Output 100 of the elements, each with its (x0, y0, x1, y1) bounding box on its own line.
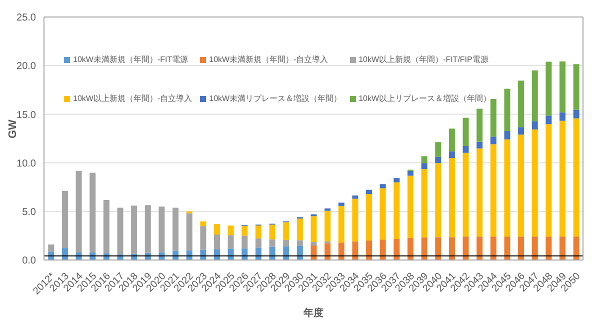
legend-label: 10kW未満リプレース＆増設（年間） (209, 93, 342, 104)
bar (504, 131, 510, 140)
bar (476, 142, 483, 148)
bar (158, 206, 165, 252)
bar (228, 225, 234, 236)
y-tick-label: 10.0 (16, 158, 36, 170)
bar (200, 226, 206, 250)
bar (296, 218, 303, 240)
bar (421, 163, 428, 170)
bar (532, 129, 538, 237)
bar (462, 236, 469, 260)
y-axis-title: GW (6, 118, 19, 138)
bar (518, 236, 524, 260)
y-tick-label: 5.0 (22, 206, 36, 218)
bar (255, 225, 262, 238)
bar (242, 236, 248, 248)
bar (310, 242, 317, 246)
bar (546, 236, 552, 260)
bar (560, 112, 566, 121)
bar (62, 190, 68, 248)
bar (242, 226, 248, 236)
bar (366, 190, 372, 194)
bar (462, 146, 469, 153)
bar (448, 128, 455, 152)
bar (518, 127, 524, 135)
bar (380, 240, 386, 260)
bar (366, 194, 372, 241)
bar (48, 244, 54, 252)
bar (490, 136, 496, 144)
bar (448, 158, 455, 238)
bar (394, 178, 400, 182)
bar (103, 200, 110, 254)
bar (573, 64, 580, 110)
bar (573, 110, 580, 118)
bar (338, 206, 344, 243)
bar (462, 152, 469, 237)
bar (283, 246, 290, 260)
bar (490, 98, 496, 137)
legend-label: 10kW未満新規（年間）-FIT電源 (73, 54, 188, 65)
y-tick-label: 15.0 (16, 110, 36, 121)
bar (504, 236, 510, 260)
bar (532, 121, 538, 130)
bar (532, 236, 538, 260)
bar (228, 235, 234, 249)
bar (560, 236, 566, 260)
bar (283, 240, 290, 246)
bar (338, 202, 344, 206)
bar (200, 221, 206, 226)
bar (532, 70, 538, 122)
bar (310, 216, 317, 242)
bar (131, 206, 138, 254)
bar (172, 208, 179, 251)
bar (352, 195, 358, 199)
legend-label: 10kW以上新規（年間）-自立導入 (73, 93, 192, 104)
bar (448, 151, 455, 158)
bar (380, 188, 386, 240)
bar (407, 170, 414, 176)
bar (90, 172, 96, 253)
bar (117, 208, 124, 254)
bar (296, 240, 303, 246)
bar (476, 236, 483, 260)
bar (546, 62, 552, 116)
legend-label: 10kW以上リプレース＆増設（年間） (358, 93, 492, 104)
legend-label: 10kW以上新規（年間）-FIT/FIP電源 (358, 54, 488, 65)
bar (338, 242, 344, 260)
bar (366, 240, 372, 260)
x-axis-title: 年度 (302, 307, 324, 319)
bar (407, 176, 414, 238)
y-tick-label: 25.0 (16, 12, 36, 24)
bar (490, 144, 496, 237)
bar (435, 156, 442, 164)
bar (546, 116, 552, 124)
y-tick-label: 20.0 (16, 61, 36, 72)
bar (324, 208, 331, 211)
bar (380, 184, 386, 188)
bar (76, 170, 82, 253)
bar (296, 246, 303, 260)
bar (255, 238, 262, 248)
bar (407, 238, 414, 260)
bar (448, 237, 455, 260)
bar (186, 213, 192, 250)
bar (435, 142, 442, 157)
bar (310, 246, 317, 260)
bar (214, 234, 220, 250)
bar (518, 134, 524, 237)
bar (421, 169, 428, 238)
bar (269, 224, 276, 240)
bar (283, 222, 290, 240)
bar (352, 241, 358, 260)
bar (573, 118, 580, 237)
bar (573, 236, 580, 260)
bar (518, 80, 524, 128)
bar (490, 236, 496, 260)
bar (352, 198, 358, 242)
legend-label: 10kW未満新規（年間）-自立導入 (209, 54, 328, 65)
y-tick-label: 0.0 (22, 256, 36, 267)
bar (560, 120, 566, 237)
bar (504, 88, 510, 132)
bar (394, 182, 400, 240)
bar (214, 224, 220, 235)
